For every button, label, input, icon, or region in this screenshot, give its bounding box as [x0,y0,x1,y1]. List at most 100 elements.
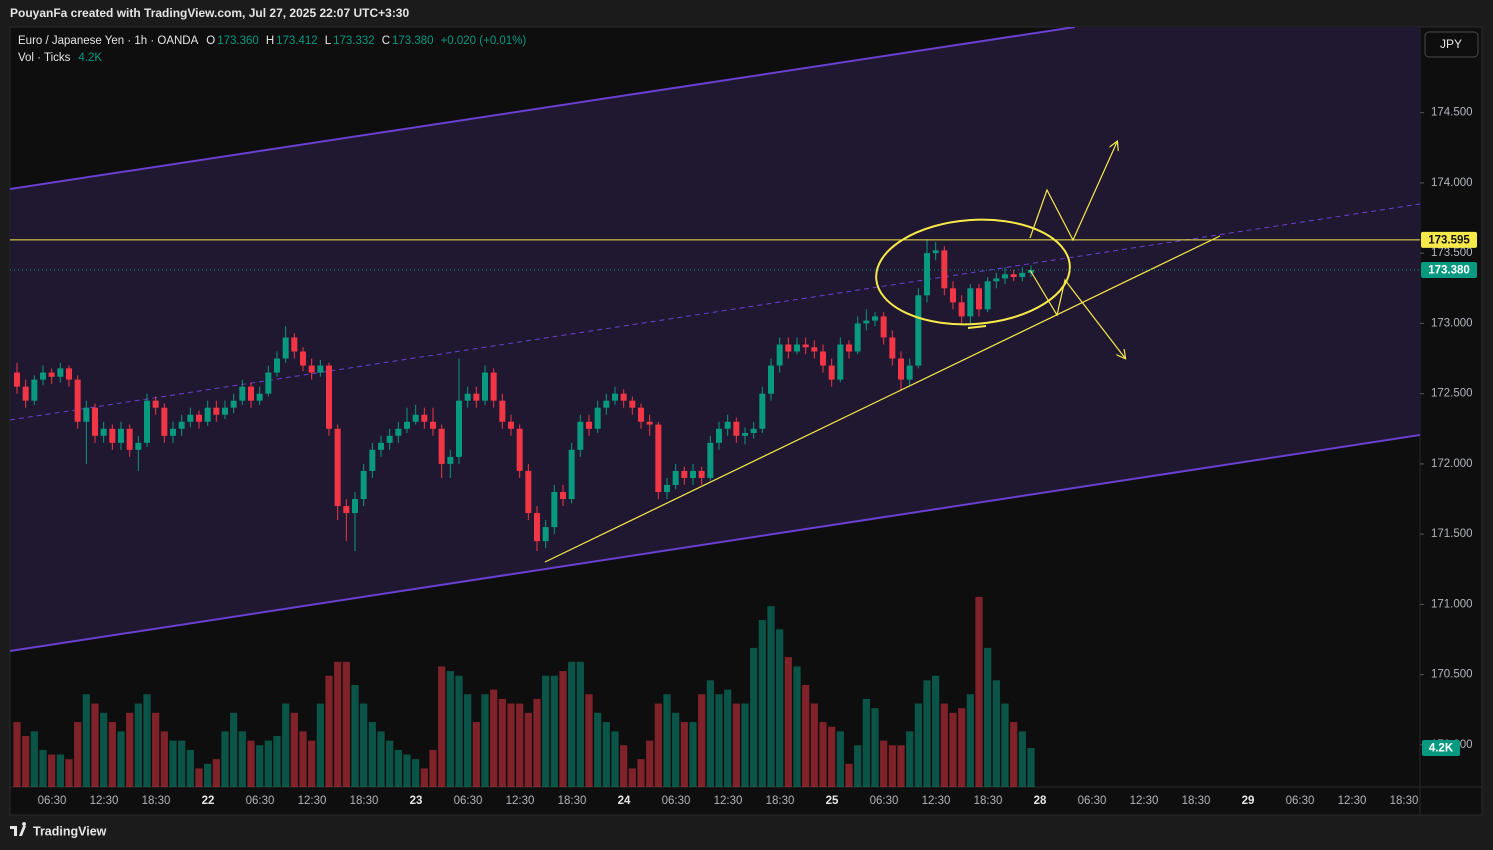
volume-bar [264,740,272,787]
candle-body [828,365,835,380]
candle-body [516,428,523,471]
volume-bar [750,647,758,787]
volume-bar [316,703,324,787]
candle-body [698,470,705,478]
candle-body [646,421,653,425]
horizontal-level-label-bg [1421,231,1477,248]
candle-body [603,400,610,408]
volume-bar [914,703,922,787]
candle-body [742,432,748,436]
x-tick-label: 12:30 [714,795,743,807]
volume-bar [689,722,697,787]
volume-bar [1027,748,1035,787]
candle-body [724,421,731,429]
candle-body [31,379,38,401]
volume-bar [871,708,879,787]
candle-body [256,393,263,401]
candle-body [577,421,584,450]
candle-body [230,400,237,408]
volume-bar [507,703,515,787]
volume-bar [793,666,801,787]
volume-bar [143,694,151,787]
volume-bar [966,694,974,787]
candle-body [1019,272,1026,278]
x-tick-label: 12:30 [1130,795,1159,807]
candle-body [170,428,176,436]
x-tick-label: 06:30 [454,795,483,807]
candle-body [837,344,844,380]
volume-bar [386,740,394,787]
candle-body [542,527,549,542]
volume-bar [732,703,740,787]
volume-bar [377,731,385,787]
x-tick-label: 06:30 [38,795,67,807]
volume-bar [585,694,593,787]
volume-bar [524,712,532,787]
candle-body [421,414,428,422]
brand: TradingView [33,824,107,838]
y-tick-label: 174.500 [1431,107,1473,119]
volume-bar [784,657,792,787]
candle-body [638,407,644,422]
candle-body [161,407,168,436]
x-tick-label: 18:30 [974,795,1003,807]
x-tick-label: 06:30 [662,795,691,807]
candle-body [889,337,896,359]
candle-body [430,421,436,429]
volume-bar [602,722,610,787]
volume-bar [923,680,931,787]
volume-bar [975,596,983,787]
volume-layer [13,596,1035,787]
candle-body [482,372,488,401]
volume-bar [65,759,73,787]
candle-body [395,428,402,436]
bear-arrow [1029,269,1125,358]
legend-value: 173.332 [333,35,375,47]
x-tick-label: 18:30 [766,795,795,807]
candle-body [83,407,90,422]
channel-upper [10,27,1076,190]
channel-lower [10,434,1420,652]
x-tick-label: 12:30 [90,795,119,807]
volume-bar [230,712,238,787]
candle-body [846,344,852,352]
legend-key: O [206,35,215,47]
volume-bar [845,763,853,787]
legend-value: 173.380 [392,35,434,47]
candle-body [690,470,696,478]
volume-bar [412,759,420,787]
volume-bar [100,712,108,787]
volume-bar [221,731,229,787]
x-tick-label: 06:30 [870,795,899,807]
volume-bar [854,745,862,787]
candle-body [681,470,688,478]
volume-bar [186,749,194,787]
volume-bar [117,731,125,787]
x-tick-label: 18:30 [1390,795,1419,807]
candle-body [880,316,887,338]
volume-bar [126,712,134,787]
volume-bar [680,722,688,787]
last-price-label-bg [1421,262,1477,279]
volume-bar [351,684,359,787]
y-tick-label: 174.000 [1431,177,1473,189]
volume-bar [334,661,342,787]
volume-bar [74,722,82,787]
x-tick-label: 22 [202,795,215,807]
x-tick-label: 12:30 [506,795,535,807]
brand-icon [10,822,27,836]
volume-bar [212,759,220,787]
candle-body [239,386,246,401]
candle-body [560,491,566,500]
y-tick-label: 171.500 [1431,528,1473,540]
candle-body [386,435,393,443]
volume-name: Vol · Ticks [18,52,71,64]
currency-label[interactable]: JPY [1440,37,1462,51]
candle-body [906,365,913,380]
legend-change: +0.020 (+0.01%) [441,35,527,47]
candle-body [282,337,289,359]
candle-body [629,400,636,408]
candle-body [854,323,861,352]
currency-button[interactable] [1424,31,1479,58]
